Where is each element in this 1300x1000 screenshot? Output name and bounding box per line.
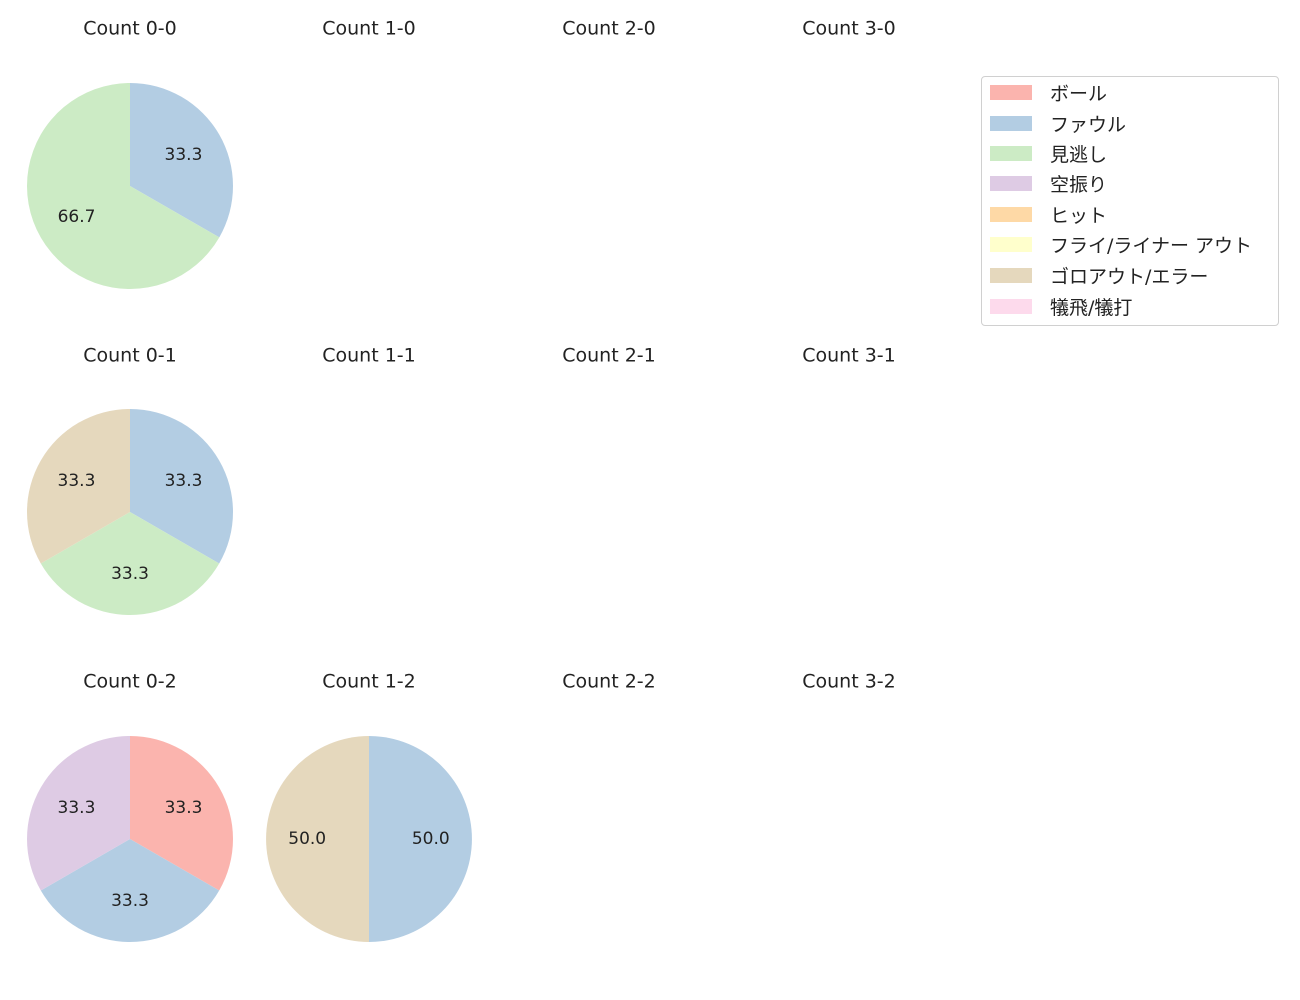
legend-swatch [990,206,1032,222]
pie-slice-label: 33.3 [111,564,149,584]
legend-item-hit: ヒット [990,199,1107,229]
pie-slice [40,512,220,615]
subplot-title: Count 0-0 [83,18,177,40]
subplot-title: Count 2-0 [562,18,656,40]
subplot-title: Count 0-1 [83,345,177,367]
pie-slice [130,736,233,891]
pie-slice-label: 33.3 [165,798,203,818]
legend-item-grounder-out-error: ゴロアウト/エラー [990,260,1208,290]
legend-label: ゴロアウト/エラー [1050,265,1209,288]
pie-slice-label: 33.3 [111,891,149,911]
legend-item-ball: ボール [990,77,1107,107]
legend-item-swinging-strike: 空振り [990,168,1107,198]
legend-swatch [990,236,1032,252]
legend-item-sacrifice: 犠飛/犠打 [990,291,1132,321]
subplot-title: Count 1-1 [322,345,416,367]
pie-slice-label: 33.3 [165,471,203,491]
subplot-title: Count 0-2 [83,671,177,693]
legend-label: ボール [1050,82,1108,105]
pie-slice-label: 33.3 [165,145,203,165]
legend-label: 見逃し [1050,143,1108,166]
legend-label: フライ/ライナー アウト [1050,234,1253,257]
pie-slice [130,83,234,238]
pie-slice-label: 50.0 [288,829,326,849]
legend-item-foul: ファウル [990,108,1126,138]
subplot-title: Count 2-1 [562,345,656,367]
subplot-title: Count 1-2 [322,671,416,693]
pie-slice [27,409,130,564]
legend-item-fly-liner-out: フライ/ライナー アウト [990,229,1252,259]
pie-slice-label: 33.3 [58,471,96,491]
pie-slice-label: 66.7 [58,207,96,227]
legend-item-called-strike: 見逃し [990,138,1107,168]
legend-swatch [990,267,1032,283]
legend-swatch [990,298,1032,314]
legend-label: 空振り [1050,173,1108,196]
pie-slice [27,736,130,891]
subplot-title: Count 3-2 [802,671,896,693]
legend-swatch [990,115,1032,131]
pie-slice-label: 50.0 [412,829,450,849]
subplot-title: Count 2-2 [562,671,656,693]
subplot-title: Count 1-0 [322,18,416,40]
legend-label: ヒット [1050,204,1108,227]
legend-swatch [990,145,1032,161]
pie-slice [27,83,220,290]
pie-slice [40,839,220,942]
subplot-title: Count 3-0 [802,18,896,40]
chart-legend: ボール ファウル 見逃し 空振り ヒット フライ/ライナー アウト ゴロアウト/… [981,76,1279,326]
legend-swatch [990,84,1032,100]
pie-slice [130,409,233,564]
subplot-title: Count 3-1 [802,345,896,367]
legend-label: 犠飛/犠打 [1050,296,1133,319]
pie-slice [369,736,472,942]
legend-swatch [990,175,1032,191]
pie-slice [266,736,369,942]
legend-label: ファウル [1050,113,1127,136]
pie-slice-label: 33.3 [58,798,96,818]
